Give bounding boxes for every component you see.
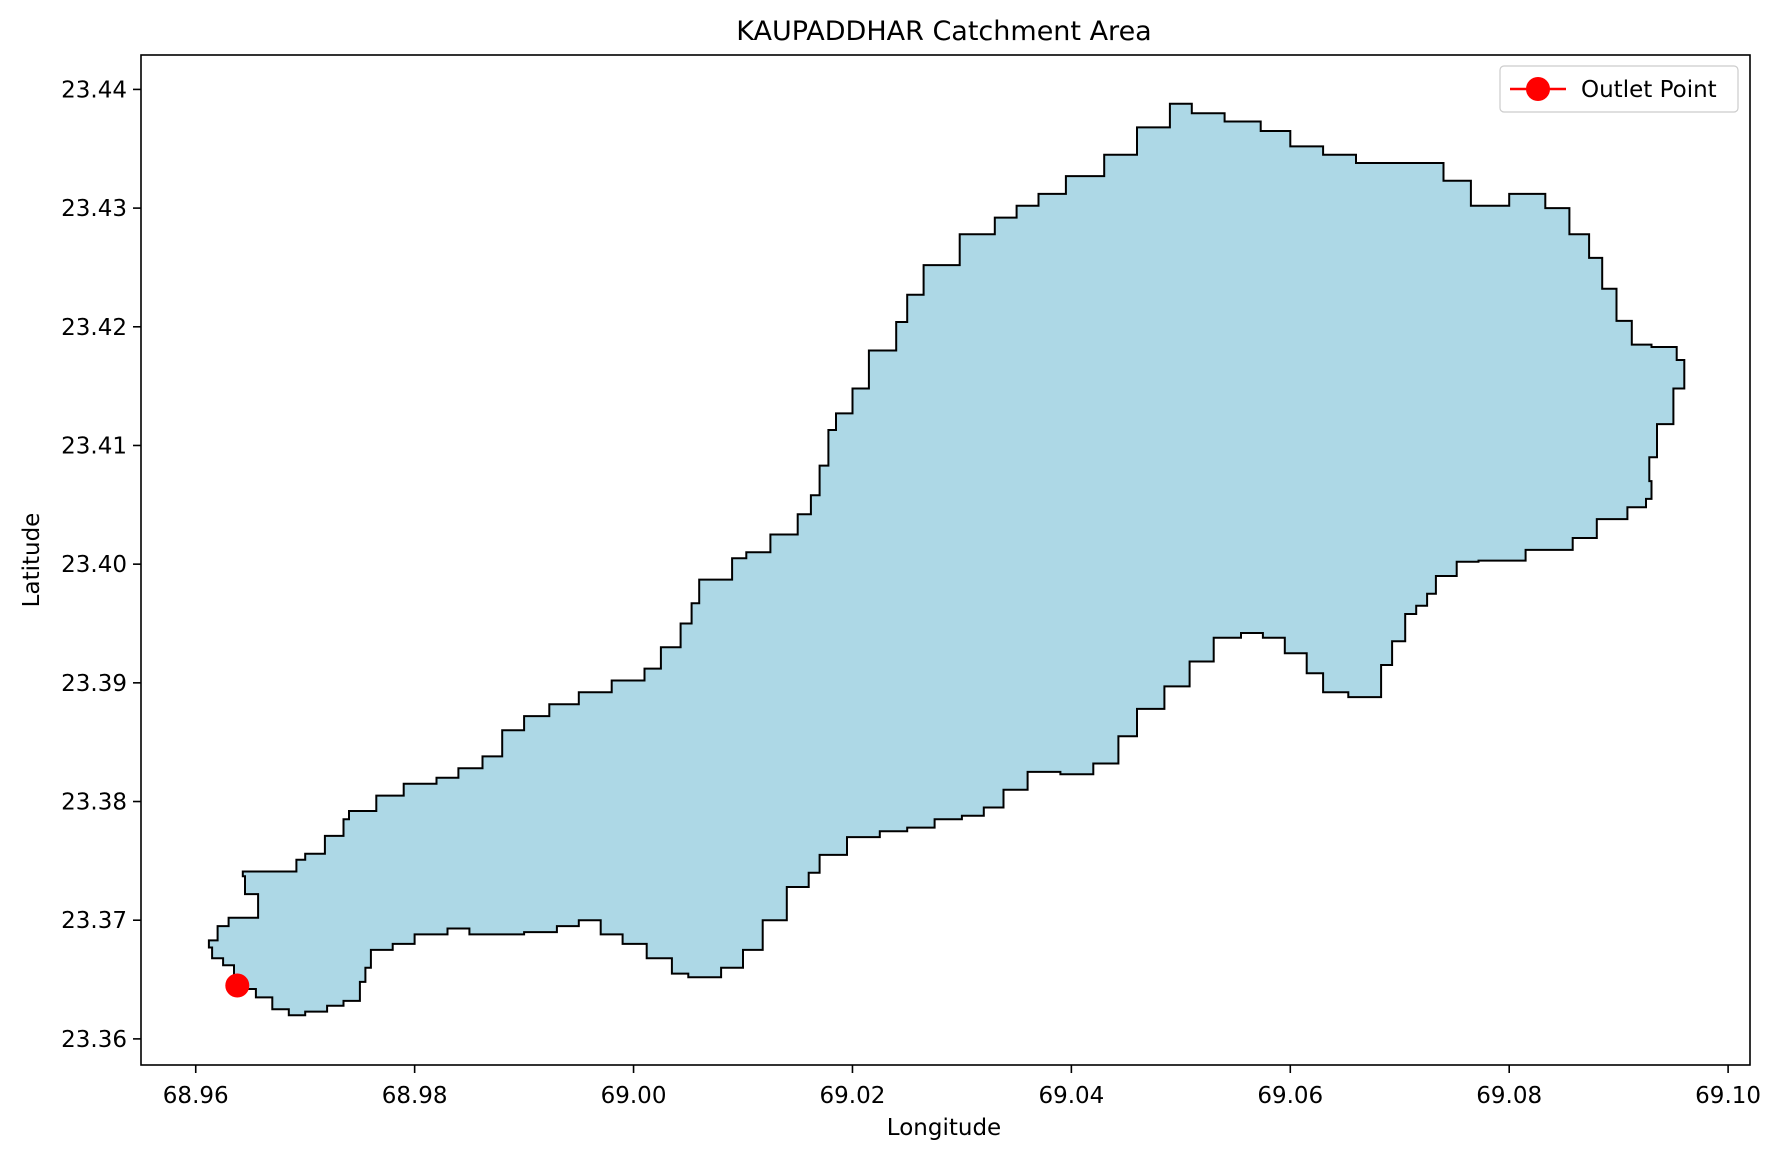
plot-frame (140, 54, 1751, 1066)
chart-title: KAUPADDHAR Catchment Area (736, 16, 1151, 47)
y-tick-label: 23.39 (61, 671, 127, 697)
y-tick-label: 23.42 (61, 315, 127, 341)
x-tick-label: 69.04 (1038, 1083, 1104, 1109)
y-tick-label: 23.41 (61, 433, 127, 459)
x-tick-label: 68.96 (163, 1083, 229, 1109)
x-tick-label: 69.08 (1476, 1083, 1542, 1109)
catchment-polygon (207, 102, 1686, 1017)
y-axis-label: Latitude (19, 513, 45, 608)
x-tick-label: 69.10 (1695, 1083, 1761, 1109)
legend-box (1499, 65, 1739, 113)
x-tick-label: 68.98 (382, 1083, 448, 1109)
legend-entry-outlet-point: Outlet Point (1581, 77, 1717, 103)
legend: Outlet Point (1499, 65, 1739, 113)
legend-marker-swatch (1526, 77, 1550, 101)
y-axis: 23.36 23.37 23.38 23.39 23.40 23.41 23.42 23.43… (61, 77, 141, 1053)
y-tick-label: 23.43 (61, 196, 127, 222)
y-tick-label: 23.38 (61, 790, 127, 816)
y-tick-label: 23.40 (61, 552, 127, 578)
x-axis-label: Longitude (887, 1115, 1001, 1141)
outlet-point-marker (225, 973, 250, 998)
x-tick-label: 69.00 (601, 1083, 667, 1109)
y-tick-label: 23.37 (61, 908, 127, 934)
x-tick-label: 69.06 (1257, 1083, 1323, 1109)
y-tick-label: 23.36 (61, 1027, 127, 1053)
plot-area (140, 54, 1751, 1066)
x-axis: 68.96 68.98 69.00 69.02 69.04 69.06 69.08 69.10 (163, 1065, 1761, 1109)
x-tick-label: 69.02 (820, 1083, 886, 1109)
data-layer (207, 102, 1686, 1017)
y-tick-label: 23.44 (61, 77, 127, 103)
